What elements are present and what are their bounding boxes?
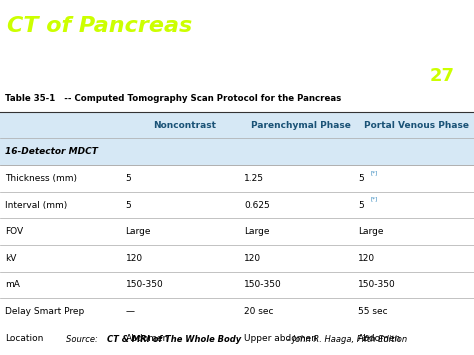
Text: Abdomen: Abdomen [358, 334, 401, 343]
Text: Location: Location [5, 334, 43, 343]
Text: 5: 5 [358, 201, 364, 209]
Bar [0, 165, 474, 192]
Text: [*]: [*] [370, 170, 377, 175]
Text: 20 sec: 20 sec [244, 307, 273, 316]
Text: 120: 120 [126, 254, 143, 263]
Text: Abdomen: Abdomen [126, 334, 169, 343]
Text: Source:: Source: [66, 335, 101, 344]
Text: Delay Smart Prep: Delay Smart Prep [5, 307, 84, 316]
Bar [0, 192, 474, 218]
Text: 5: 5 [126, 201, 131, 209]
Text: CT of Pancreas: CT of Pancreas [7, 16, 192, 36]
Bar [0, 218, 474, 245]
Text: Parenchymal Phase: Parenchymal Phase [251, 121, 351, 130]
Text: 5: 5 [126, 174, 131, 183]
Bar [0, 85, 474, 112]
Text: 120: 120 [358, 254, 375, 263]
Text: —: — [126, 307, 135, 316]
Text: Interval (mm): Interval (mm) [5, 201, 67, 209]
Bar [0, 245, 474, 272]
Text: mA: mA [5, 280, 19, 289]
Text: [*]: [*] [370, 197, 377, 202]
Text: Large: Large [244, 227, 270, 236]
Text: - John R. Haaga, Fifth Edition: - John R. Haaga, Fifth Edition [287, 335, 407, 344]
Text: 1.25: 1.25 [244, 174, 264, 183]
Text: Upper abdomen: Upper abdomen [244, 334, 317, 343]
Text: 150-350: 150-350 [358, 280, 396, 289]
Text: 27: 27 [430, 67, 455, 85]
Text: CT & MRI of The Whole Body: CT & MRI of The Whole Body [107, 335, 241, 344]
Text: Portal Venous Phase: Portal Venous Phase [364, 121, 469, 130]
Text: 150-350: 150-350 [244, 280, 282, 289]
Bar [0, 272, 474, 298]
Text: 0.625: 0.625 [244, 201, 270, 209]
Text: Table 35-1   -- Computed Tomography Scan Protocol for the Pancreas: Table 35-1 -- Computed Tomography Scan P… [5, 94, 341, 103]
Bar [0, 298, 474, 325]
Bar [0, 138, 474, 165]
Bar [0, 325, 474, 351]
Text: Large: Large [126, 227, 151, 236]
Text: 120: 120 [244, 254, 261, 263]
Text: kV: kV [5, 254, 16, 263]
Text: Large: Large [358, 227, 383, 236]
Text: Thickness (mm): Thickness (mm) [5, 174, 77, 183]
Text: Noncontrast: Noncontrast [154, 121, 216, 130]
Text: 150-350: 150-350 [126, 280, 164, 289]
Text: 16-Detector MDCT: 16-Detector MDCT [5, 147, 98, 156]
Bar [0, 112, 474, 138]
Text: 5: 5 [358, 174, 364, 183]
Text: 55 sec: 55 sec [358, 307, 387, 316]
Text: FOV: FOV [5, 227, 23, 236]
